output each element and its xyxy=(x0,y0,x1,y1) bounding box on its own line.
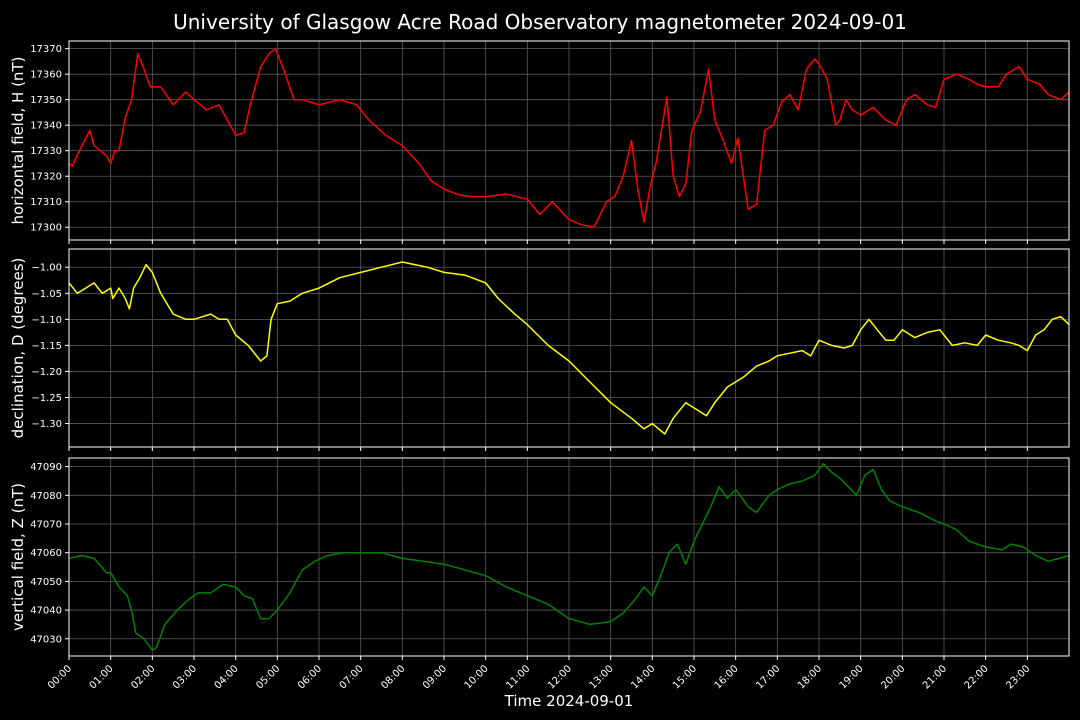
y-axis-label: declination, D (degrees) xyxy=(9,258,27,439)
x-tick-label: 21:00 xyxy=(921,663,949,691)
x-tick-label: 00:00 xyxy=(46,663,74,691)
panel-2: −1.30 −1.25 −1.20 −1.15 −1.10 −1.05 −1.00 decli… xyxy=(9,248,1070,451)
x-tick-label: 12:00 xyxy=(546,663,574,691)
chart-panels: 17300 17310 17320 17330 17340 17350 17360 17370… xyxy=(9,40,1070,692)
y-tick-label: −1.25 xyxy=(31,393,62,404)
series-line xyxy=(68,462,1070,652)
x-tick-label: 23:00 xyxy=(1004,663,1032,691)
x-tick-label: 19:00 xyxy=(838,663,866,691)
x-tick-label: 06:00 xyxy=(296,663,324,691)
x-axis-label: Time 2024-09-01 xyxy=(504,692,634,710)
y-tick-label: −1.20 xyxy=(31,367,62,378)
x-tick-label: 11:00 xyxy=(504,663,532,691)
y-tick-label: −1.15 xyxy=(31,341,62,352)
x-tick-label: 03:00 xyxy=(171,663,199,691)
y-tick-label: 47080 xyxy=(30,491,62,502)
panel-1: 17300 17310 17320 17330 17340 17350 17360 17370… xyxy=(9,40,1070,244)
panel-3: 47030 47040 47050 47060 47070 47080 47090verti… xyxy=(9,457,1070,660)
x-tick-label: 02:00 xyxy=(129,663,157,691)
y-tick-label: 47070 xyxy=(30,520,62,531)
y-tick-label: 17330 xyxy=(30,146,62,157)
x-tick-label: 08:00 xyxy=(379,663,407,691)
y-tick-label: 17370 xyxy=(30,44,62,55)
x-tick-label: 17:00 xyxy=(754,663,782,691)
plot-frame xyxy=(68,40,1070,241)
y-tick-label: 47040 xyxy=(30,606,62,617)
y-tick-label: 17350 xyxy=(30,95,62,106)
y-tick-label: −1.30 xyxy=(31,419,62,430)
y-tick-label: 17300 xyxy=(30,223,62,234)
x-tick-label: 09:00 xyxy=(421,663,449,691)
y-tick-label: 47030 xyxy=(30,634,62,645)
x-tick-label: 22:00 xyxy=(963,663,991,691)
x-tick-labels: 00:00 01:00 02:00 03:00 04:00 05:00 06:00 07:00… xyxy=(46,663,1032,691)
series-line xyxy=(68,261,1070,435)
x-tick-label: 14:00 xyxy=(629,663,657,691)
y-tick-label: 47050 xyxy=(30,577,62,588)
x-tick-label: 15:00 xyxy=(671,663,699,691)
y-tick-label: −1.05 xyxy=(31,289,62,300)
plot-frame xyxy=(68,457,1070,657)
y-tick-label: 17340 xyxy=(30,121,62,132)
y-tick-label: −1.10 xyxy=(31,315,62,326)
x-tick-label: 04:00 xyxy=(213,663,241,691)
y-tick-label: −1.00 xyxy=(31,263,62,274)
x-tick-label: 16:00 xyxy=(713,663,741,691)
plot-frame xyxy=(68,248,1070,448)
y-axis-label: vertical field, Z (nT) xyxy=(9,483,27,631)
y-tick-label: 47090 xyxy=(30,462,62,473)
x-tick-label: 10:00 xyxy=(463,663,491,691)
y-tick-label: 17360 xyxy=(30,70,62,81)
x-tick-label: 18:00 xyxy=(796,663,824,691)
y-tick-label: 47060 xyxy=(30,548,62,559)
y-tick-label: 17310 xyxy=(30,197,62,208)
x-tick-label: 20:00 xyxy=(879,663,907,691)
series-line xyxy=(68,47,1070,228)
x-tick-label: 05:00 xyxy=(254,663,282,691)
x-tick-label: 01:00 xyxy=(88,663,116,691)
x-tick-label: 07:00 xyxy=(338,663,366,691)
x-tick-label: 13:00 xyxy=(588,663,616,691)
y-tick-label: 17320 xyxy=(30,172,62,183)
chart-title: University of Glasgow Acre Road Observat… xyxy=(173,10,907,34)
y-axis-label: horizontal field, H (nT) xyxy=(9,57,27,225)
